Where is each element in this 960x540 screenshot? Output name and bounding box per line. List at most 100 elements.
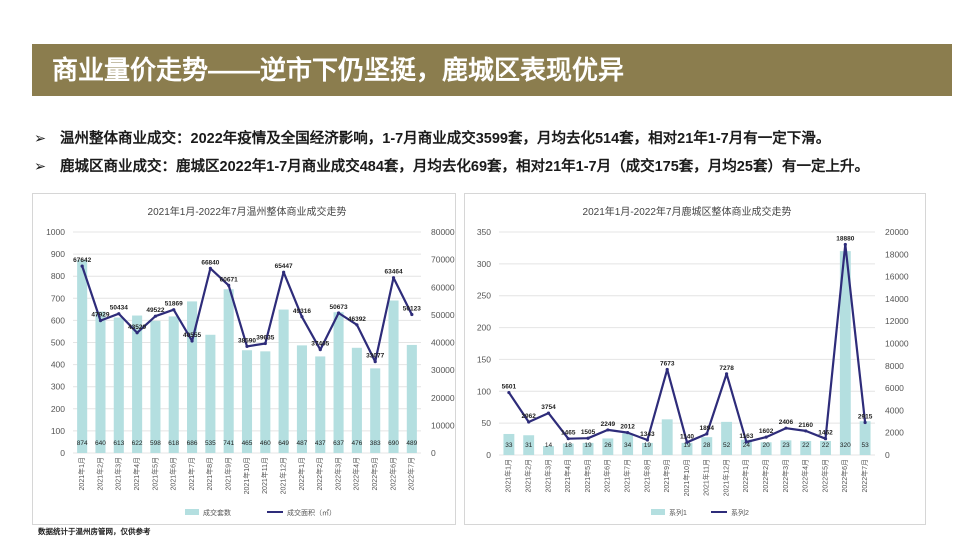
- x-tick-label: 2021年12月: [721, 459, 730, 496]
- line-data-label: 63464: [384, 269, 402, 276]
- bar-data-label: 26: [604, 442, 612, 449]
- line-data-label: 1894: [700, 425, 715, 432]
- line-point: [208, 266, 212, 270]
- line-point: [823, 437, 828, 441]
- legend-bar-label: 成交套数: [203, 508, 231, 517]
- bar-data-label: 618: [168, 440, 179, 447]
- line-point: [626, 430, 630, 435]
- line-data-label: 67642: [73, 257, 91, 264]
- y-right-tick-label: 6000: [885, 383, 904, 393]
- y-right-tick-label: 40000: [431, 338, 455, 348]
- x-tick-label: 2021年4月: [132, 457, 141, 490]
- bar: [260, 351, 271, 453]
- bullet-text: 鹿城区商业成交：鹿城区2022年1-7月商业成交484套，月均去化69套，相对2…: [60, 159, 869, 175]
- bar-data-label: 489: [406, 440, 417, 447]
- bar: [523, 435, 535, 455]
- line-data-label: 7673: [660, 360, 675, 367]
- line-data-label: 1465: [561, 430, 576, 437]
- bar: [721, 421, 733, 455]
- x-tick-label: 2021年7月: [622, 459, 631, 492]
- chart-title: 2021年1月-2022年7月温州整体商业成交走势: [148, 205, 347, 218]
- y-right-tick-label: 14000: [885, 294, 909, 304]
- bar: [820, 440, 831, 455]
- y-right-tick-label: 4000: [885, 405, 904, 415]
- line-point: [586, 436, 590, 440]
- line-data-label: 65447: [275, 263, 293, 270]
- x-tick-label: 2022年6月: [840, 459, 849, 492]
- chart-lucheng: 2021年1月-2022年7月鹿城区整体商业成交走势05010015020025…: [477, 205, 909, 517]
- line-point: [724, 372, 729, 376]
- x-tick-label: 2021年5月: [583, 459, 592, 492]
- bar-data-label: 649: [278, 440, 289, 447]
- line-point: [764, 435, 768, 439]
- arrow-icon: ➢: [34, 159, 47, 175]
- summary-bullets: ➢ 温州整体商业成交：2022年疫情及全国经济影响，1-7月商业成交3599套，…: [34, 128, 934, 184]
- line-point: [355, 323, 359, 327]
- line-data-label: 5601: [502, 384, 517, 391]
- bar: [388, 300, 399, 453]
- legend-bar-label: 系列1: [669, 508, 687, 517]
- x-tick-label: 2021年6月: [603, 459, 612, 492]
- bar-data-label: 28: [703, 442, 711, 449]
- bar-data-label: 640: [95, 440, 106, 447]
- bar-data-label: 52: [723, 442, 731, 449]
- line-data-label: 7278: [719, 365, 734, 372]
- line-data-label: 2160: [799, 422, 814, 429]
- line-point: [391, 276, 396, 280]
- x-tick-label: 2022年7月: [860, 459, 869, 492]
- y-left-tick-label: 600: [51, 315, 65, 325]
- line-data-label: 49316: [293, 308, 311, 315]
- line-point: [80, 264, 84, 268]
- bullet-item: ➢ 温州整体商业成交：2022年疫情及全国经济影响，1-7月商业成交3599套，…: [34, 128, 934, 150]
- bar: [681, 442, 693, 455]
- x-tick-label: 2021年1月: [77, 457, 86, 490]
- bar-data-label: 19: [644, 442, 652, 449]
- bar-data-label: 23: [782, 442, 790, 449]
- y-left-tick-label: 200: [477, 323, 491, 333]
- bar-data-label: 535: [205, 440, 216, 447]
- bar-data-label: 637: [333, 440, 344, 447]
- x-tick-label: 2021年8月: [205, 457, 214, 490]
- bar-data-label: 613: [113, 440, 124, 447]
- line-point: [135, 331, 139, 335]
- y-left-tick-label: 800: [51, 271, 65, 281]
- y-left-tick-label: 200: [51, 404, 65, 414]
- bar-data-label: 34: [624, 442, 632, 449]
- line-point: [804, 429, 808, 433]
- bar: [859, 421, 871, 455]
- y-right-tick-label: 20000: [885, 227, 909, 237]
- x-tick-label: 2022年3月: [333, 457, 342, 490]
- x-tick-label: 2021年5月: [150, 457, 159, 490]
- bar-data-label: 53: [861, 442, 869, 449]
- line-point: [665, 367, 669, 372]
- x-tick-label: 2021年6月: [169, 457, 178, 490]
- x-tick-label: 2022年7月: [407, 457, 416, 490]
- y-right-tick-label: 0: [431, 448, 436, 458]
- bar: [641, 442, 653, 455]
- bar: [543, 446, 554, 455]
- y-right-tick-label: 30000: [431, 365, 455, 375]
- bar-data-label: 33: [505, 442, 513, 449]
- line-data-label: 66840: [201, 259, 219, 266]
- bar-data-label: 18: [565, 442, 573, 449]
- bar: [406, 344, 417, 453]
- line-data-label: 1343: [640, 431, 655, 438]
- x-tick-label: 2021年11月: [260, 457, 269, 494]
- bar: [333, 312, 344, 453]
- x-tick-label: 2021年2月: [95, 457, 104, 490]
- bar: [113, 317, 124, 453]
- x-tick-label: 2022年2月: [315, 457, 324, 490]
- line-data-label: 2012: [620, 424, 635, 431]
- bar-data-label: 741: [223, 440, 234, 447]
- line-point: [98, 318, 103, 323]
- line-point: [863, 420, 867, 425]
- y-left-tick-label: 700: [51, 293, 65, 303]
- line-point: [410, 312, 414, 317]
- x-tick-label: 2022年1月: [297, 457, 306, 490]
- bar: [800, 440, 812, 455]
- bar: [740, 439, 752, 455]
- bar: [602, 438, 614, 455]
- x-tick-label: 2021年9月: [662, 459, 671, 492]
- y-left-tick-label: 150: [477, 354, 491, 364]
- line-point: [263, 341, 267, 346]
